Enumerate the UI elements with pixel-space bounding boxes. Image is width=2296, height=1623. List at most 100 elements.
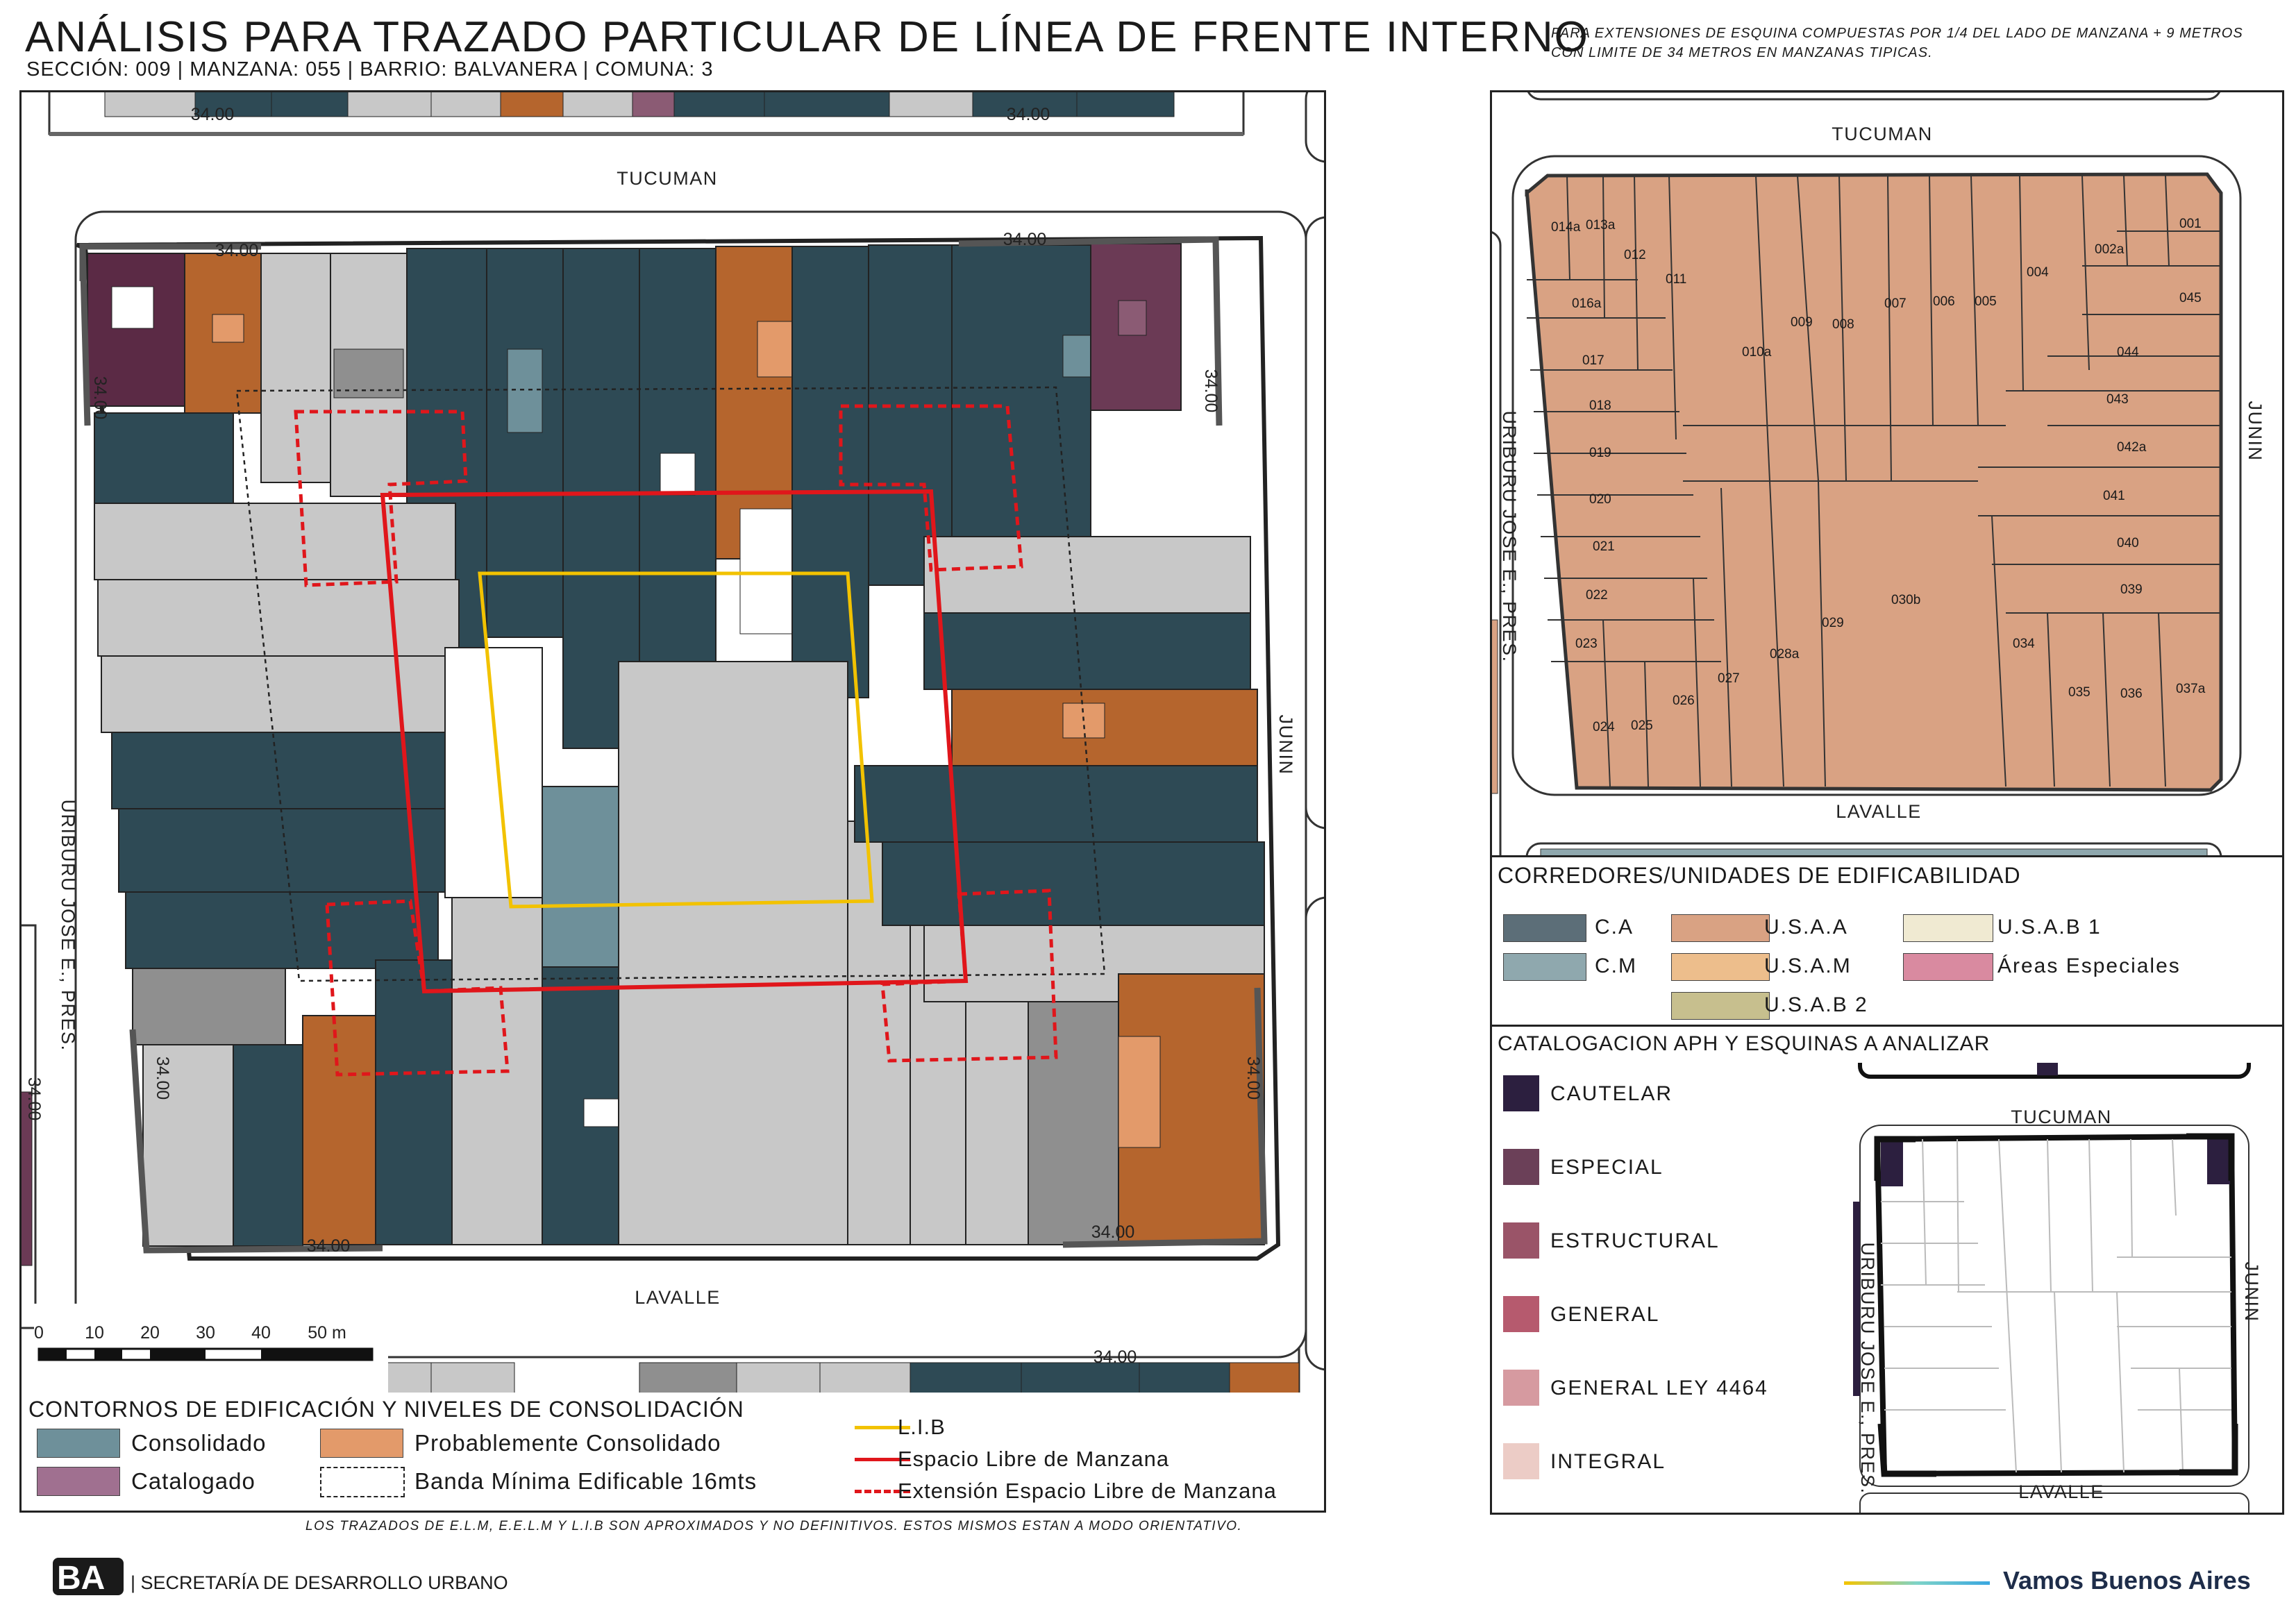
scale-label: 0 xyxy=(34,1323,44,1343)
extension-elm-nw xyxy=(294,410,468,587)
legend-line-elm xyxy=(855,1458,910,1461)
lot-label: 002a xyxy=(2095,242,2125,257)
lot-label: 013a xyxy=(1586,218,1616,233)
street-name-south: LAVALLE xyxy=(635,1287,721,1308)
header-note: PARA EXTENSIONES DE ESQUINA COMPUESTAS P… xyxy=(1551,26,2243,60)
footer-organization: | SECRETARÍA DE DESARROLLO URBANO xyxy=(131,1572,508,1593)
mini-street-south: LAVALLE xyxy=(2018,1481,2104,1502)
ba-logo-text: BA xyxy=(57,1560,106,1597)
legend-label-general-ley-4464: GENERAL LEY 4464 xyxy=(1550,1377,1768,1399)
legend-swatch-catalogado xyxy=(37,1467,120,1496)
neighbour-block-west xyxy=(22,924,37,1329)
dimension-label: 34.00 xyxy=(1091,1222,1135,1242)
lot-label: 028a xyxy=(1770,647,1800,662)
legend-label-especial: ESPECIAL xyxy=(1550,1156,1664,1179)
lot-label: 021 xyxy=(1593,539,1615,554)
mini-street-north: TUCUMAN xyxy=(2011,1107,2112,1127)
lot-label: 001 xyxy=(2179,217,2202,231)
legend-swatch-banda-minima xyxy=(320,1467,405,1497)
corner-extension-outlines xyxy=(79,236,1268,1254)
lot-label: 034 xyxy=(2013,637,2035,651)
neighbour-block-north xyxy=(48,92,1245,136)
street-name-north: TUCUMAN xyxy=(617,168,718,189)
extension-elm-sw xyxy=(325,899,510,1077)
legend-label-cautelar: CAUTELAR xyxy=(1550,1082,1673,1105)
dimension-label: 34.00 xyxy=(1201,369,1221,413)
inset-map[interactable]: 014a 013a 012 011 016a 017 018 019 020 0… xyxy=(1492,92,2282,857)
legend-swatch-usaa xyxy=(1671,914,1770,942)
lot-label: 039 xyxy=(2120,582,2143,597)
lot-label: 012 xyxy=(1624,248,1646,262)
legend-swatch-integral xyxy=(1503,1443,1539,1479)
lot-label: 005 xyxy=(1975,294,1997,309)
lot-label: 042a xyxy=(2117,440,2147,455)
main-block xyxy=(76,235,1281,1261)
scale-label: 20 xyxy=(140,1323,160,1343)
legend-swatch-areas-especiales xyxy=(1903,953,1993,981)
lot-label: 024 xyxy=(1593,720,1615,734)
brand-gradient-line xyxy=(1844,1581,1990,1585)
main-map[interactable]: 34.00 34.00 34.00 34.00 34.00 34.00 34.0… xyxy=(22,92,1324,1395)
lot-label: 037a xyxy=(2176,682,2206,696)
linea-interna-basamento xyxy=(478,571,874,909)
scale-label: 10 xyxy=(85,1323,104,1343)
legend-contornos-panel: CONTORNOS DE EDIFICACIÓN Y NIVELES DE CO… xyxy=(19,1393,1326,1513)
lot-label: 008 xyxy=(1832,317,1854,332)
lot-label: 017 xyxy=(1582,353,1604,368)
lot-label: 006 xyxy=(1933,294,1955,309)
lot-label: 016a xyxy=(1572,296,1602,311)
legend-label-usab2: U.S.A.B 2 xyxy=(1764,993,1868,1016)
legend-label-cm: C.M xyxy=(1595,955,1637,977)
legend-contornos-title: CONTORNOS DE EDIFICACIÓN Y NIVELES DE CO… xyxy=(28,1397,744,1422)
lot-label: 025 xyxy=(1631,718,1653,733)
lot-label: 036 xyxy=(2120,687,2143,701)
ba-logo: BA xyxy=(53,1558,124,1597)
lot-label: 004 xyxy=(2027,265,2049,280)
legend-corredores-title: CORREDORES/UNIDADES DE EDIFICABILIDAD xyxy=(1498,863,2021,888)
inset-street-east: JUNIN xyxy=(2245,401,2265,462)
dimension-label: 34.00 xyxy=(153,1057,172,1100)
lot-label: 043 xyxy=(2106,392,2129,407)
dimension-label: 34.00 xyxy=(307,1236,351,1256)
dimension-label: 34.00 xyxy=(191,105,235,124)
legend-swatch-usab1 xyxy=(1903,914,1993,942)
legend-label-integral: INTEGRAL xyxy=(1550,1450,1666,1473)
lot-label: 010a xyxy=(1742,345,1772,360)
lot-label: 007 xyxy=(1884,296,1907,311)
mini-map: TUCUMAN LAVALLE JUNIN URIBURU JOSE E., P… xyxy=(1853,1063,2262,1513)
dimension-label: 34.00 xyxy=(1093,1347,1137,1367)
scale-label: 40 xyxy=(251,1323,271,1343)
legend-swatch-cm xyxy=(1503,953,1586,981)
legend-swatch-general xyxy=(1503,1296,1539,1332)
legend-swatch-especial xyxy=(1503,1149,1539,1185)
lot-label: 027 xyxy=(1718,671,1740,686)
main-map-panel[interactable]: 34.00 34.00 34.00 34.00 34.00 34.00 34.0… xyxy=(19,90,1326,1397)
legend-catalogacion-panel: CATALOGACION APH Y ESQUINAS A ANALIZAR C… xyxy=(1490,1025,2284,1515)
lot-label: 019 xyxy=(1589,446,1611,460)
legend-label-consolidado: Consolidado xyxy=(131,1430,267,1456)
legend-label-ca: C.A xyxy=(1595,916,1634,939)
lot-label: 011 xyxy=(1666,272,1686,287)
legend-label-estructural: ESTRUCTURAL xyxy=(1550,1229,1720,1252)
legend-catalogacion-title: CATALOGACION APH Y ESQUINAS A ANALIZAR xyxy=(1498,1032,1991,1055)
footer-disclaimer: LOS TRAZADOS DE E.L.M, E.E.L.M Y L.I.B S… xyxy=(305,1519,1243,1533)
inset-street-south: LAVALLE xyxy=(1836,801,1922,822)
inset-map-panel[interactable]: 014a 013a 012 011 016a 017 018 019 020 0… xyxy=(1490,90,2284,859)
legend-line-eelm xyxy=(855,1490,910,1493)
dimension-label: 34.00 xyxy=(1007,105,1050,124)
legend-swatch-ca xyxy=(1503,914,1586,942)
inset-lot-labels: 014a 013a 012 011 016a 017 018 019 020 0… xyxy=(1551,217,2206,734)
street-name-east: JUNIN xyxy=(1275,715,1296,775)
lot-label: 009 xyxy=(1791,315,1813,330)
scale-label: 50 m xyxy=(308,1323,346,1343)
mini-street-east: JUNIN xyxy=(2241,1262,2262,1322)
extension-elm-se xyxy=(880,889,1058,1063)
footer-brand: Vamos Buenos Aires xyxy=(2003,1566,2251,1595)
scale-bar: 0 10 20 30 40 50 m xyxy=(34,1304,388,1394)
street-name-west: URIBURU JOSE E., PRES. xyxy=(58,799,78,1051)
lot-label: 041 xyxy=(2103,489,2125,503)
legend-label-elm: Espacio Libre de Manzana xyxy=(898,1447,1170,1471)
lot-label: 018 xyxy=(1589,398,1611,413)
legend-label-probablemente-consolidado: Probablemente Consolidado xyxy=(414,1430,721,1456)
dimension-label: 34.00 xyxy=(90,376,110,420)
